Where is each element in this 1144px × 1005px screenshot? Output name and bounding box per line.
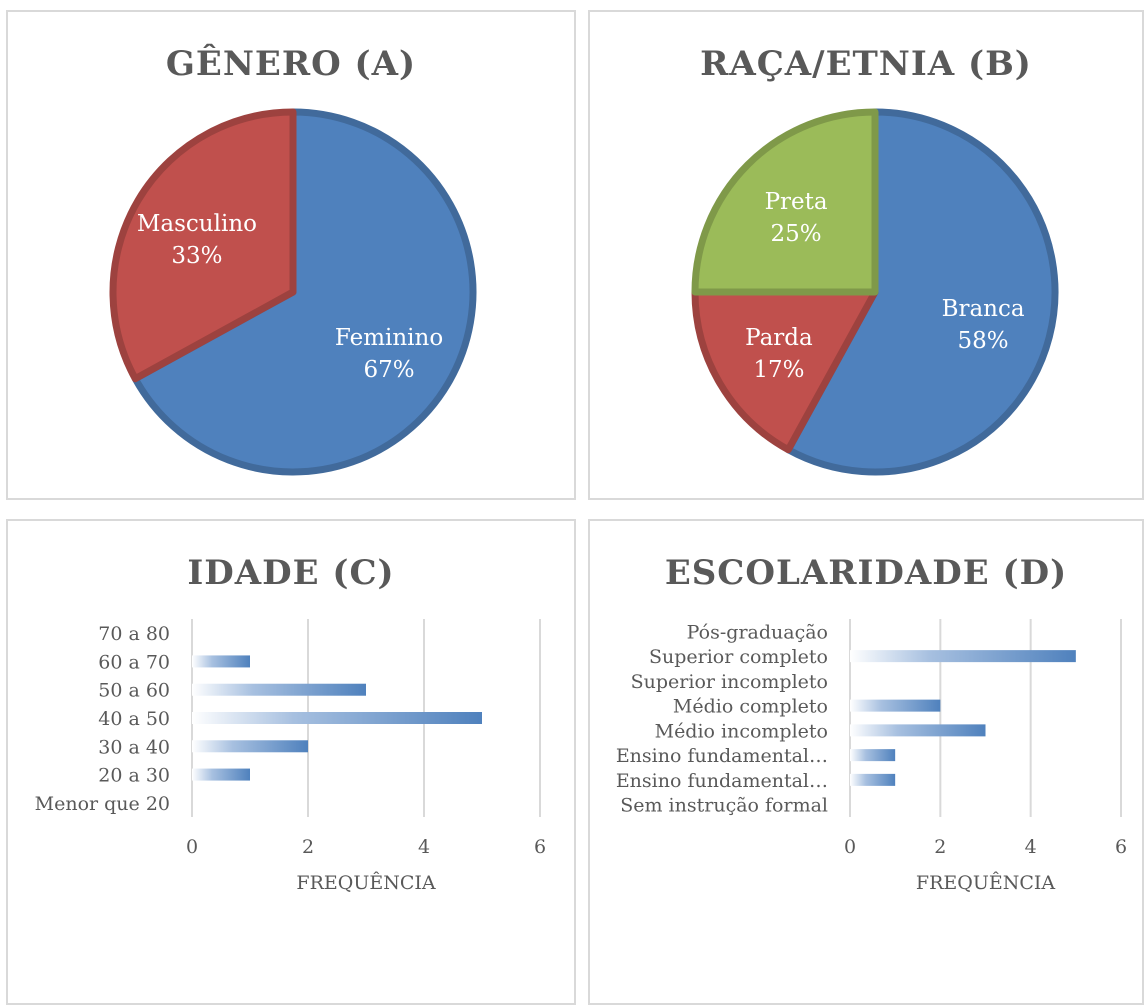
chart-title: ESCOLARIDADE (D) [664,553,1068,593]
y-tick-label: Pós-graduação [687,621,828,643]
y-tick-label: 40 a 50 [98,708,170,730]
x-tick-label: 4 [1025,836,1037,858]
pie-slice-feminino [131,108,477,476]
pie-value-preta: 25% [771,221,822,247]
bar-medio-incompleto [850,724,986,737]
race-chart-panel: RAÇA/ETNIA (B) Branca 58% Parda 17% Preta 25% [588,10,1144,500]
pie-slice-masculino [109,108,297,383]
pie-value-branca: 58% [958,328,1009,354]
y-tick-label: 20 a 30 [98,765,170,787]
x-tick-label: 0 [186,836,198,858]
y-tick-label: Ensino fundamental… [616,770,828,792]
bar-50-a-60 [192,683,366,696]
bar-ensino-fundamental [850,749,896,762]
gender-chart-panel: GÊNERO (A) Feminino 67% Masculino 33% [6,10,576,500]
x-tick-label: 6 [1115,836,1127,858]
x-tick-label: 6 [534,836,546,858]
y-tick-label: Superior incompleto [631,671,828,693]
pie-label-branca: Branca [942,296,1025,322]
age-bar-chart: 0 2 4 6 FREQUÊNCIA Menor que 20 20 a 30 30 a 40… [35,619,546,894]
bar-20-a-30 [192,768,250,781]
y-tick-label: 60 a 70 [98,651,170,673]
pie-label-parda: Parda [745,325,813,351]
y-tick-label: Médio incompleto [655,720,828,742]
x-axis-label: FREQUÊNCIA [296,871,435,894]
y-tick-label: Ensino fundamental… [616,745,828,767]
pie-label-preta: Preta [765,189,828,215]
chart-title: GÊNERO (A) [165,44,417,84]
bar-medio-completo [850,699,941,712]
pie-value-feminino: 67% [363,357,414,383]
pie-value-masculino: 33% [171,243,222,269]
pie-value-parda: 17% [753,357,804,383]
x-tick-label: 0 [844,836,856,858]
y-tick-label: Médio completo [673,696,828,718]
pie-slice-parda [691,288,879,454]
x-axis-label: FREQUÊNCIA [916,871,1055,894]
education-chart-panel: ESCOLARIDADE (D) 0 2 4 6 FREQUÊNCIA Sem instr… [588,519,1144,1005]
chart-title: RAÇA/ETNIA (B) [700,44,1032,84]
y-tick-label: 50 a 60 [98,680,170,702]
pie-label-masculino: Masculino [137,211,257,237]
bar-ensino-fundamental [850,773,896,786]
age-chart-panel: IDADE (C) 0 2 4 6 FREQUÊNCIA Menor que 20 20 a… [6,519,576,1005]
bar-40-a-50 [192,712,482,724]
education-bar-chart: 0 2 4 6 FREQUÊNCIA Sem instrução formal Ensino… [616,619,1127,894]
x-tick-label: 2 [302,836,314,858]
y-tick-label: 70 a 80 [98,623,170,645]
x-tick-label: 2 [934,836,946,858]
pie-label-feminino: Feminino [335,325,443,351]
chart-title: IDADE (C) [187,553,395,593]
y-tick-label: 30 a 40 [98,736,170,758]
y-tick-label: Superior completo [649,646,828,668]
x-tick-label: 4 [418,836,430,858]
bar-60-a-70 [192,655,250,668]
bar-30-a-40 [192,740,308,753]
gender-pie-chart: Feminino 67% Masculino 33% [109,108,477,476]
y-tick-label: Sem instrução formal [620,795,828,817]
pie-slice-branca [784,108,1059,476]
bar-superior-completo [850,650,1076,663]
y-tick-label: Menor que 20 [35,793,170,815]
pie-slice-preta [691,108,879,296]
race-pie-chart: Branca 58% Parda 17% Preta 25% [691,108,1059,476]
